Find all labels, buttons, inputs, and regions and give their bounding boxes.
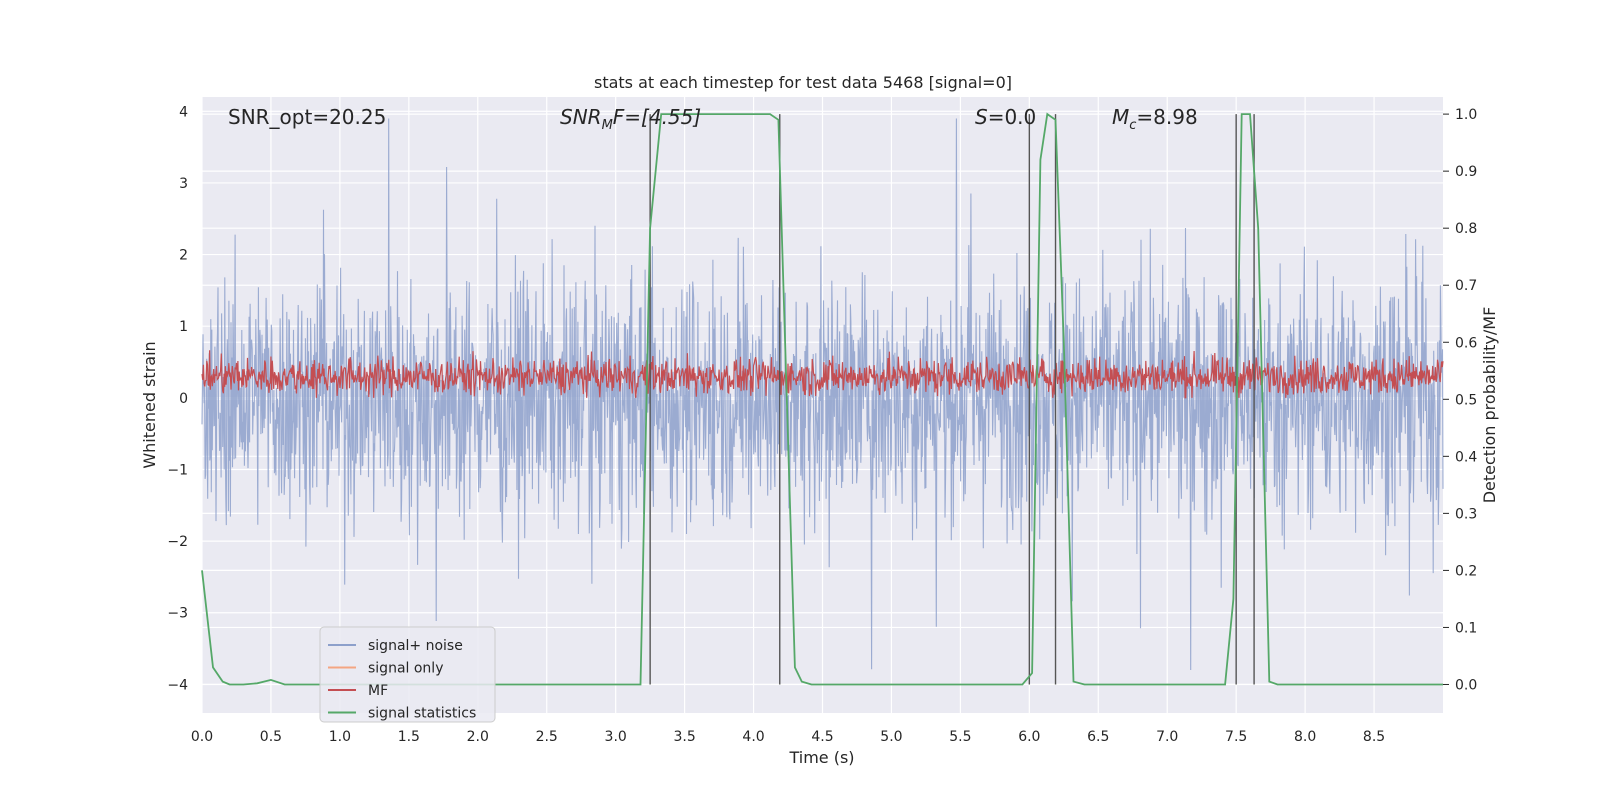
x-tick-label: 1.0: [329, 729, 351, 745]
y-tick-label: 4: [179, 104, 188, 120]
y2-tick-label: 0.2: [1455, 563, 1477, 579]
y2-tick-label: 0.0: [1455, 677, 1477, 693]
y-tick-label: 0: [179, 391, 188, 407]
y-tick-label: −1: [167, 462, 188, 478]
snr-mf-annotation: SNRMF=[4.55]: [560, 105, 701, 133]
y-tick-label: 3: [179, 176, 188, 192]
legend-box: [319, 626, 496, 723]
y2-tick-label: 0.9: [1455, 164, 1477, 180]
y2-tick-label: 0.8: [1455, 221, 1477, 237]
x-tick-label: 3.0: [605, 729, 627, 745]
y2-tick-label: 1.0: [1455, 107, 1477, 123]
signal-statistics-series: [201, 112, 1443, 686]
y-axis-label: Whitened strain: [140, 341, 159, 468]
x-tick-label: 8.5: [1363, 729, 1385, 745]
legend-signal-statistics-label: signal statistics: [368, 706, 476, 722]
mc-annotation: Mc=8.98: [1112, 105, 1198, 133]
x-tick-label: 2.0: [467, 729, 489, 745]
y-axis-ticks: −4 −3 −2 −1 0 1 2 3 4: [167, 104, 188, 693]
x-tick-label: 5.0: [880, 729, 902, 745]
y2-axis-ticks: 0.0 0.1 0.2 0.3 0.4 0.5 0.6 0.7 0.8 0.9 1.0: [1443, 107, 1477, 693]
y-tick-label: −2: [167, 534, 188, 550]
y2-axis-label: Detection probability/MF: [1480, 307, 1499, 504]
y-tick-label: 1: [179, 319, 188, 335]
x-axis-label: Time (s): [788, 748, 854, 767]
s-annotation: S=0.0: [975, 105, 1036, 129]
x-tick-label: 0.0: [191, 729, 213, 745]
x-tick-label: 4.5: [811, 729, 833, 745]
legend-signal-noise-label: signal+ noise: [368, 638, 463, 654]
x-tick-label: 2.5: [536, 729, 558, 745]
y-tick-label: 2: [179, 248, 188, 264]
y-tick-label: −3: [167, 606, 188, 622]
chart-title: stats at each timestep for test data 546…: [594, 73, 1012, 92]
x-tick-label: 6.0: [1018, 729, 1040, 745]
x-tick-label: 7.0: [1156, 729, 1178, 745]
legend-mf-label: MF: [368, 683, 388, 699]
x-tick-label: 4.0: [742, 729, 764, 745]
x-tick-label: 8.0: [1294, 729, 1316, 745]
x-tick-label: 3.5: [673, 729, 695, 745]
legend-signal-only-label: signal only: [368, 661, 443, 677]
y-tick-label: −4: [167, 677, 188, 693]
y2-tick-label: 0.1: [1455, 620, 1477, 636]
y2-tick-label: 0.4: [1455, 449, 1477, 465]
legend: signal+ noise signal only MF signal statist…: [319, 626, 496, 723]
signal-statistics-line: [201, 112, 1443, 686]
y2-tick-label: 0.3: [1455, 506, 1477, 522]
x-tick-label: 6.5: [1087, 729, 1109, 745]
x-tick-label: 5.5: [949, 729, 971, 745]
x-axis-ticks: 0.0 0.5 1.0 1.5 2.0 2.5 3.0 3.5 4.0 4.5 5.0 5.5 6.0 6…: [191, 729, 1385, 745]
snr-opt-annotation: SNR_opt=20.25: [228, 105, 386, 129]
y2-tick-label: 0.6: [1455, 335, 1477, 351]
y2-tick-label: 0.7: [1455, 278, 1477, 294]
x-tick-label: 1.5: [398, 729, 420, 745]
x-tick-label: 7.5: [1225, 729, 1247, 745]
y2-tick-label: 0.5: [1455, 392, 1477, 408]
x-tick-label: 0.5: [260, 729, 282, 745]
